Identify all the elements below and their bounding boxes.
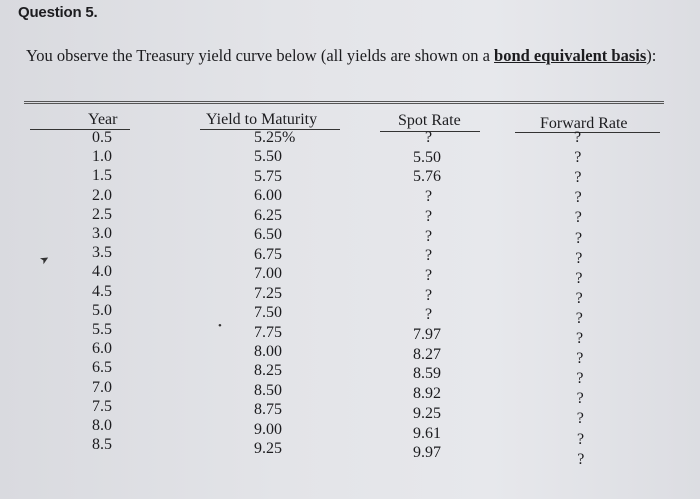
year-cell: 0.5 bbox=[92, 129, 112, 146]
forward-rate-cell: ? bbox=[575, 229, 583, 247]
year-cell: 3.5 bbox=[92, 244, 112, 262]
spot-rate-cell: 9.97 bbox=[413, 444, 441, 462]
forward-rate-cell: ? bbox=[576, 350, 584, 368]
year-cell: 8.0 bbox=[92, 417, 112, 434]
question-title: Question 5. bbox=[18, 4, 98, 21]
header-underline-year bbox=[30, 129, 130, 130]
spot-rate-cell: 8.92 bbox=[413, 385, 441, 403]
ytm-cell: 5.50 bbox=[254, 148, 282, 166]
ytm-cell: 6.25 bbox=[254, 206, 282, 224]
spot-rate-cell: 5.76 bbox=[413, 168, 441, 186]
forward-rate-cell: ? bbox=[575, 309, 583, 327]
forward-rate-cell: ? bbox=[574, 169, 582, 187]
ytm-cell: 8.75 bbox=[254, 401, 282, 419]
year-cell: 8.5 bbox=[92, 436, 112, 454]
forward-rate-cell: ? bbox=[576, 390, 584, 408]
spot-rate-cell: 7.97 bbox=[413, 326, 441, 343]
header-underline-forward bbox=[515, 132, 660, 133]
spot-rate-cell: ? bbox=[425, 227, 433, 245]
ytm-cell: 5.75 bbox=[254, 167, 282, 185]
table-top-rule-inner bbox=[24, 103, 664, 104]
ytm-cell: 8.00 bbox=[254, 342, 282, 360]
spot-rate-cell: ? bbox=[425, 306, 433, 324]
prompt-text-before: You observe the Treasury yield curve bel… bbox=[26, 46, 495, 65]
year-cell: 6.0 bbox=[92, 340, 112, 358]
spot-rate-cell: ? bbox=[425, 207, 433, 225]
ytm-cell: 6.00 bbox=[254, 187, 282, 205]
forward-rate-cell: ? bbox=[576, 330, 584, 347]
forward-rate-cell: ? bbox=[575, 269, 583, 287]
ytm-cell: 7.75 bbox=[254, 323, 282, 341]
spot-rate-cell: 9.25 bbox=[413, 404, 441, 422]
spot-rate-cell: 8.27 bbox=[413, 345, 441, 363]
ytm-cell: 6.75 bbox=[254, 245, 282, 263]
ytm-cell: 8.25 bbox=[254, 362, 282, 380]
forward-rate-cell: ? bbox=[576, 410, 584, 428]
year-cell: 3.0 bbox=[92, 225, 112, 242]
question-prompt: You observe the Treasury yield curve bel… bbox=[26, 46, 666, 65]
year-cell: 1.5 bbox=[92, 167, 112, 185]
spot-rate-cell: ? bbox=[425, 266, 433, 284]
header-yield-to-maturity: Yield to Maturity bbox=[206, 111, 318, 128]
prompt-text-after: ): bbox=[646, 46, 657, 65]
forward-rate-cell: ? bbox=[577, 430, 585, 448]
spot-rate-cell: ? bbox=[425, 188, 433, 206]
header-year: Year bbox=[88, 111, 118, 128]
year-cell: 2.0 bbox=[92, 186, 112, 204]
forward-rate-cell: ? bbox=[575, 249, 583, 267]
ytm-cell: 7.25 bbox=[254, 284, 282, 302]
spot-rate-cell: ? bbox=[425, 286, 433, 304]
table-top-rule bbox=[24, 101, 664, 102]
ytm-cell: 8.50 bbox=[254, 381, 282, 399]
spot-rate-cell: 9.61 bbox=[413, 424, 441, 442]
forward-rate-cell: ? bbox=[574, 209, 582, 227]
forward-rate-cell: ? bbox=[574, 129, 582, 146]
header-forward-rate: Forward Rate bbox=[540, 115, 628, 132]
ytm-cell: 5.25% bbox=[254, 129, 296, 146]
spot-rate-cell: 5.50 bbox=[413, 148, 441, 166]
ytm-cell: 7.50 bbox=[254, 304, 282, 322]
year-cell: 5.5 bbox=[92, 321, 112, 338]
header-spot-rate: Spot Rate bbox=[398, 112, 461, 129]
prompt-emphasis: bond equivalent basis bbox=[494, 46, 647, 65]
year-cell: 4.0 bbox=[92, 263, 112, 281]
year-cell: 4.5 bbox=[92, 282, 112, 300]
ytm-cell: 9.25 bbox=[254, 440, 282, 458]
forward-rate-cell: ? bbox=[576, 370, 584, 388]
stray-dot-mark: • bbox=[218, 320, 222, 332]
spot-rate-cell: 8.59 bbox=[413, 365, 441, 383]
header-underline-spot bbox=[380, 131, 480, 132]
year-cell: 7.5 bbox=[92, 397, 112, 415]
spot-rate-cell: ? bbox=[425, 247, 433, 265]
forward-rate-cell: ? bbox=[575, 289, 583, 307]
year-cell: 2.5 bbox=[92, 205, 112, 223]
header-underline-ytm bbox=[200, 129, 340, 130]
year-cell: 5.0 bbox=[92, 301, 112, 319]
forward-rate-cell: ? bbox=[574, 189, 582, 207]
forward-rate-cell: ? bbox=[574, 149, 582, 167]
year-cell: 6.5 bbox=[92, 359, 112, 377]
ytm-cell: 7.00 bbox=[254, 265, 282, 283]
ytm-cell: 9.00 bbox=[254, 420, 282, 438]
year-cell: 1.0 bbox=[92, 148, 112, 166]
forward-rate-cell: ? bbox=[577, 450, 585, 468]
cursor-mark: ➤ bbox=[37, 252, 52, 268]
spot-rate-cell: ? bbox=[425, 129, 433, 146]
year-cell: 7.0 bbox=[92, 378, 112, 396]
ytm-cell: 6.50 bbox=[254, 226, 282, 244]
